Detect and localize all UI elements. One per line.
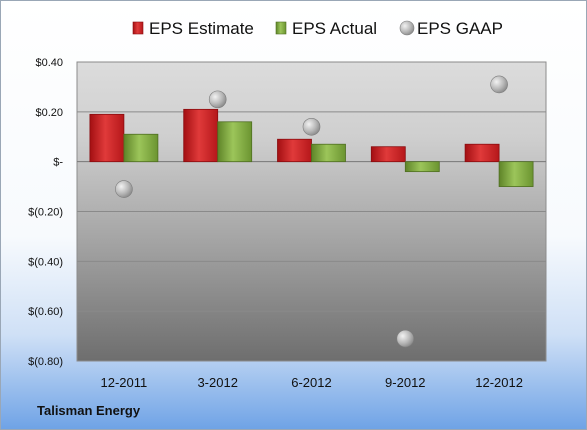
legend-label: EPS GAAP: [417, 19, 503, 38]
x-axis-labels: 12-2011 3-2012 6-2012 9-2012 12-2012: [101, 375, 523, 390]
bars: [89, 108, 534, 187]
x-tick-label: 12-2011: [101, 375, 148, 390]
legend-label: EPS Estimate: [149, 19, 254, 38]
legend: EPS Estimate EPS Actual EPS GAAP: [132, 19, 503, 38]
legend-gaap-swatch: [399, 20, 415, 36]
y-axis-labels: $0.40 $0.20 $- $(0.20) $(0.40) $(0.60) $(0.80): [28, 57, 63, 368]
eps-gaap-point: [302, 117, 321, 136]
y-tick-label: $(0.40): [28, 256, 63, 268]
gridlines: [77, 61, 546, 362]
eps-estimate-bar: [89, 113, 125, 163]
x-tick-label: 3-2012: [197, 375, 237, 390]
eps-actual-bar: [217, 121, 253, 163]
eps-estimate-bar: [464, 143, 500, 163]
x-tick-label: 9-2012: [385, 375, 425, 390]
legend-estimate-swatch: [132, 21, 144, 35]
eps-estimate-bar: [183, 108, 219, 163]
y-tick-label: $(0.60): [28, 306, 63, 318]
eps-gaap-point: [490, 75, 508, 94]
y-tick-label: $(0.20): [28, 207, 63, 219]
y-tick-label: $(0.80): [28, 356, 63, 368]
y-tick-label: $0.40: [35, 57, 63, 69]
eps-actual-bar: [404, 161, 440, 173]
x-tick-label: 6-2012: [291, 375, 331, 390]
y-tick-label: $0.20: [35, 107, 63, 119]
legend-label: EPS Actual: [292, 19, 377, 38]
eps-estimate-bar: [370, 146, 406, 163]
eps-estimate-bar: [277, 138, 312, 163]
eps-gaap-point: [115, 180, 133, 198]
y-tick-label: $-: [53, 157, 63, 169]
company-name: Talisman Energy: [37, 403, 141, 418]
eps-gaap-point: [396, 329, 415, 348]
eps-gaap-point: [208, 90, 227, 109]
legend-actual-swatch: [275, 21, 287, 35]
gaap-points: [115, 75, 508, 348]
eps-actual-bar: [123, 133, 159, 163]
x-tick-label: 12-2012: [475, 375, 523, 390]
eps-actual-bar: [311, 143, 346, 163]
eps-actual-bar: [498, 161, 534, 187]
